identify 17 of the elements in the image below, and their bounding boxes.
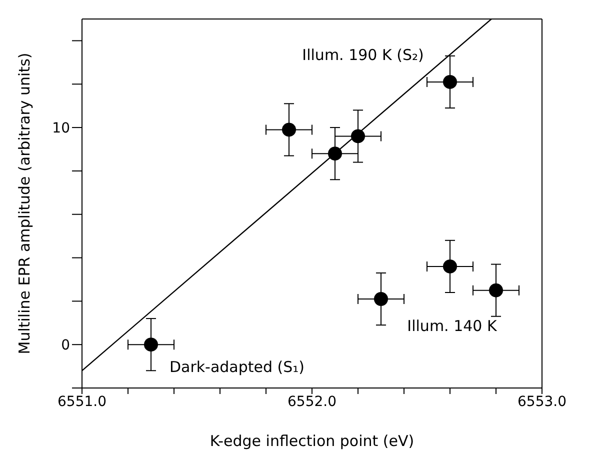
annotation: Illum. 140 K — [407, 317, 497, 335]
point — [443, 74, 457, 89]
x-axis-title: K-edge inflection point (eV) — [210, 432, 414, 450]
y-axis-title: Multiline EPR amplitude (arbitrary units) — [15, 52, 34, 354]
point — [351, 129, 365, 144]
annotation: Illum. 190 K (S₂) — [302, 46, 424, 64]
annotation: Dark-adapted (S₁) — [169, 358, 305, 376]
y-tick-label: 0 — [61, 338, 70, 354]
point — [374, 292, 388, 306]
point — [443, 259, 457, 274]
x-tick-label: 6553.0 — [518, 394, 566, 410]
point — [144, 338, 158, 352]
point — [282, 122, 296, 137]
x-tick-label: 6551.0 — [58, 394, 106, 410]
x-tick-label: 6552.0 — [288, 394, 336, 410]
point — [489, 283, 503, 298]
y-tick-label: 10 — [52, 120, 70, 136]
